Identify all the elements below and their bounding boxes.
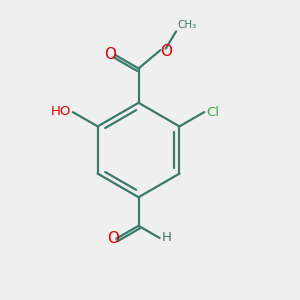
Text: CH₃: CH₃ <box>178 20 197 30</box>
Text: Cl: Cl <box>206 106 220 118</box>
Text: HO: HO <box>51 105 71 118</box>
Text: O: O <box>104 47 116 62</box>
Text: H: H <box>162 232 172 244</box>
Text: O: O <box>107 231 119 246</box>
Text: O: O <box>160 44 172 59</box>
